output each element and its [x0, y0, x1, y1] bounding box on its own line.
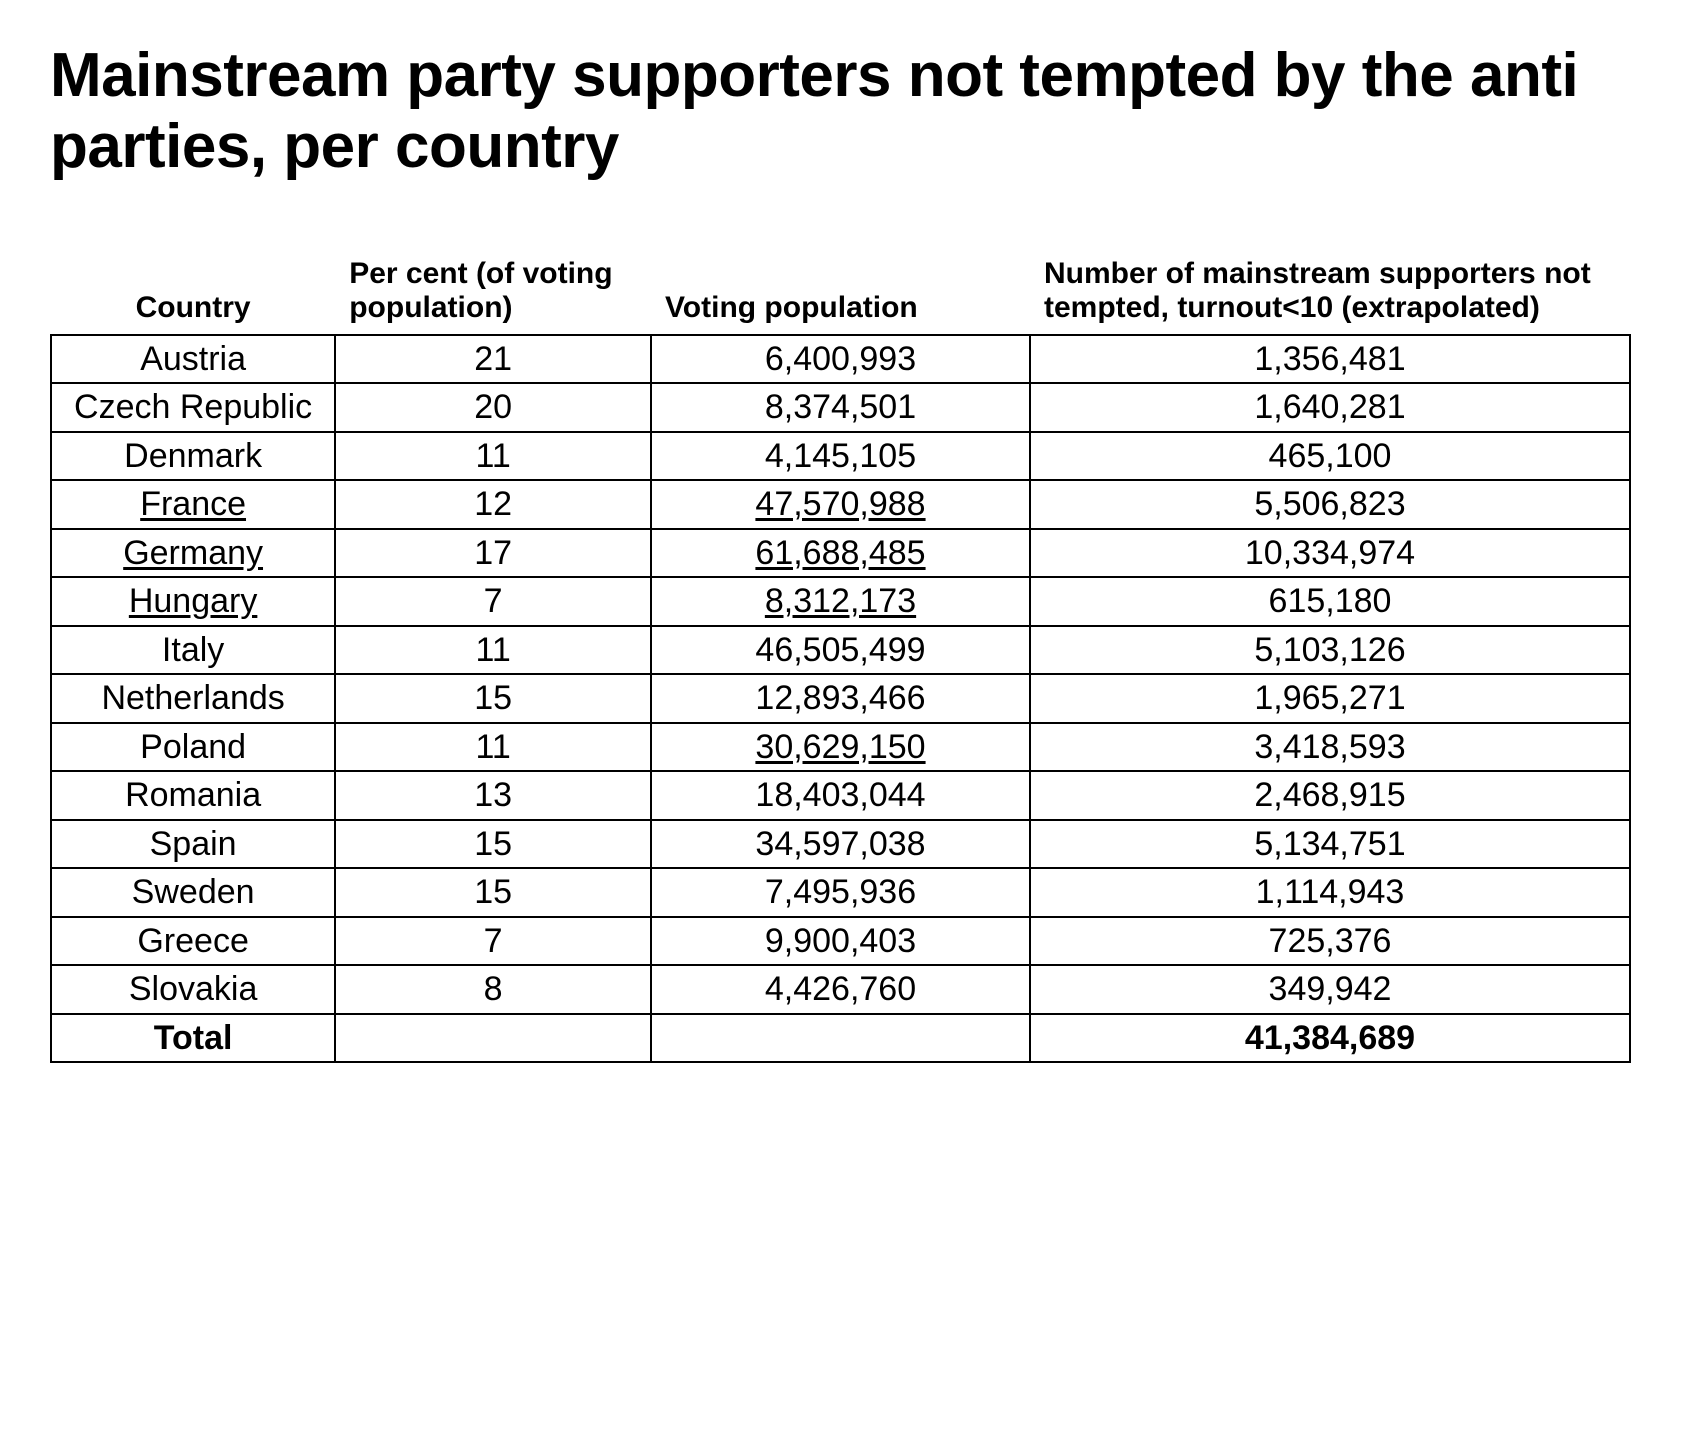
cell-country: Sweden — [51, 868, 335, 917]
cell-country: France — [51, 480, 335, 529]
cell-country: Czech Republic — [51, 383, 335, 432]
cell-country: Hungary — [51, 577, 335, 626]
page-title: Mainstream party supporters not tempted … — [50, 40, 1631, 183]
cell-number: 5,506,823 — [1030, 480, 1630, 529]
cell-country: Slovakia — [51, 965, 335, 1014]
cell-number: 3,418,593 — [1030, 723, 1630, 772]
cell-number: 5,103,126 — [1030, 626, 1630, 675]
cell-population: 47,570,988 — [651, 480, 1030, 529]
header-number: Number of mainstream supporters not temp… — [1030, 253, 1630, 335]
cell-population: 30,629,150 — [651, 723, 1030, 772]
cell-number: 725,376 — [1030, 917, 1630, 966]
cell-number: 10,334,974 — [1030, 529, 1630, 578]
cell-total-pop — [651, 1014, 1030, 1063]
cell-population: 8,374,501 — [651, 383, 1030, 432]
cell-country: Spain — [51, 820, 335, 869]
cell-percent: 11 — [335, 626, 651, 675]
cell-number: 1,640,281 — [1030, 383, 1630, 432]
data-table: Country Per cent (of voting population) … — [50, 253, 1631, 1064]
table-row: Poland1130,629,1503,418,593 — [51, 723, 1630, 772]
cell-population: 9,900,403 — [651, 917, 1030, 966]
cell-total-pct — [335, 1014, 651, 1063]
table-row: Austria216,400,9931,356,481 — [51, 335, 1630, 384]
table-row: Greece79,900,403725,376 — [51, 917, 1630, 966]
cell-number: 1,114,943 — [1030, 868, 1630, 917]
cell-percent: 13 — [335, 771, 651, 820]
header-population: Voting population — [651, 253, 1030, 335]
cell-country: Romania — [51, 771, 335, 820]
cell-country: Germany — [51, 529, 335, 578]
cell-number: 615,180 — [1030, 577, 1630, 626]
cell-percent: 11 — [335, 723, 651, 772]
cell-country: Greece — [51, 917, 335, 966]
table-row: Romania1318,403,0442,468,915 — [51, 771, 1630, 820]
table-row: Hungary78,312,173615,180 — [51, 577, 1630, 626]
cell-percent: 21 — [335, 335, 651, 384]
cell-country: Poland — [51, 723, 335, 772]
cell-total-label: Total — [51, 1014, 335, 1063]
cell-population: 18,403,044 — [651, 771, 1030, 820]
table-row: France1247,570,9885,506,823 — [51, 480, 1630, 529]
table-row: Germany1761,688,48510,334,974 — [51, 529, 1630, 578]
cell-percent: 12 — [335, 480, 651, 529]
header-row: Country Per cent (of voting population) … — [51, 253, 1630, 335]
cell-number: 5,134,751 — [1030, 820, 1630, 869]
cell-country: Austria — [51, 335, 335, 384]
cell-population: 4,426,760 — [651, 965, 1030, 1014]
cell-percent: 8 — [335, 965, 651, 1014]
cell-population: 4,145,105 — [651, 432, 1030, 481]
cell-total-value: 41,384,689 — [1030, 1014, 1630, 1063]
cell-population: 7,495,936 — [651, 868, 1030, 917]
cell-population: 6,400,993 — [651, 335, 1030, 384]
table-row: Spain1534,597,0385,134,751 — [51, 820, 1630, 869]
cell-country: Denmark — [51, 432, 335, 481]
cell-percent: 7 — [335, 917, 651, 966]
table-row: Czech Republic208,374,5011,640,281 — [51, 383, 1630, 432]
table-row-total: Total 41,384,689 — [51, 1014, 1630, 1063]
cell-percent: 15 — [335, 868, 651, 917]
cell-percent: 17 — [335, 529, 651, 578]
cell-number: 1,356,481 — [1030, 335, 1630, 384]
cell-percent: 15 — [335, 674, 651, 723]
cell-population: 8,312,173 — [651, 577, 1030, 626]
cell-population: 46,505,499 — [651, 626, 1030, 675]
cell-percent: 7 — [335, 577, 651, 626]
cell-population: 34,597,038 — [651, 820, 1030, 869]
data-table-wrap: Country Per cent (of voting population) … — [50, 253, 1631, 1064]
cell-number: 1,965,271 — [1030, 674, 1630, 723]
cell-percent: 15 — [335, 820, 651, 869]
table-row: Denmark114,145,105465,100 — [51, 432, 1630, 481]
header-country: Country — [51, 253, 335, 335]
table-row: Slovakia84,426,760349,942 — [51, 965, 1630, 1014]
table-row: Italy1146,505,4995,103,126 — [51, 626, 1630, 675]
cell-population: 12,893,466 — [651, 674, 1030, 723]
cell-percent: 20 — [335, 383, 651, 432]
cell-percent: 11 — [335, 432, 651, 481]
header-percent: Per cent (of voting population) — [335, 253, 651, 335]
cell-number: 2,468,915 — [1030, 771, 1630, 820]
cell-number: 465,100 — [1030, 432, 1630, 481]
cell-country: Italy — [51, 626, 335, 675]
cell-number: 349,942 — [1030, 965, 1630, 1014]
table-row: Sweden157,495,9361,114,943 — [51, 868, 1630, 917]
cell-population: 61,688,485 — [651, 529, 1030, 578]
cell-country: Netherlands — [51, 674, 335, 723]
table-row: Netherlands1512,893,4661,965,271 — [51, 674, 1630, 723]
